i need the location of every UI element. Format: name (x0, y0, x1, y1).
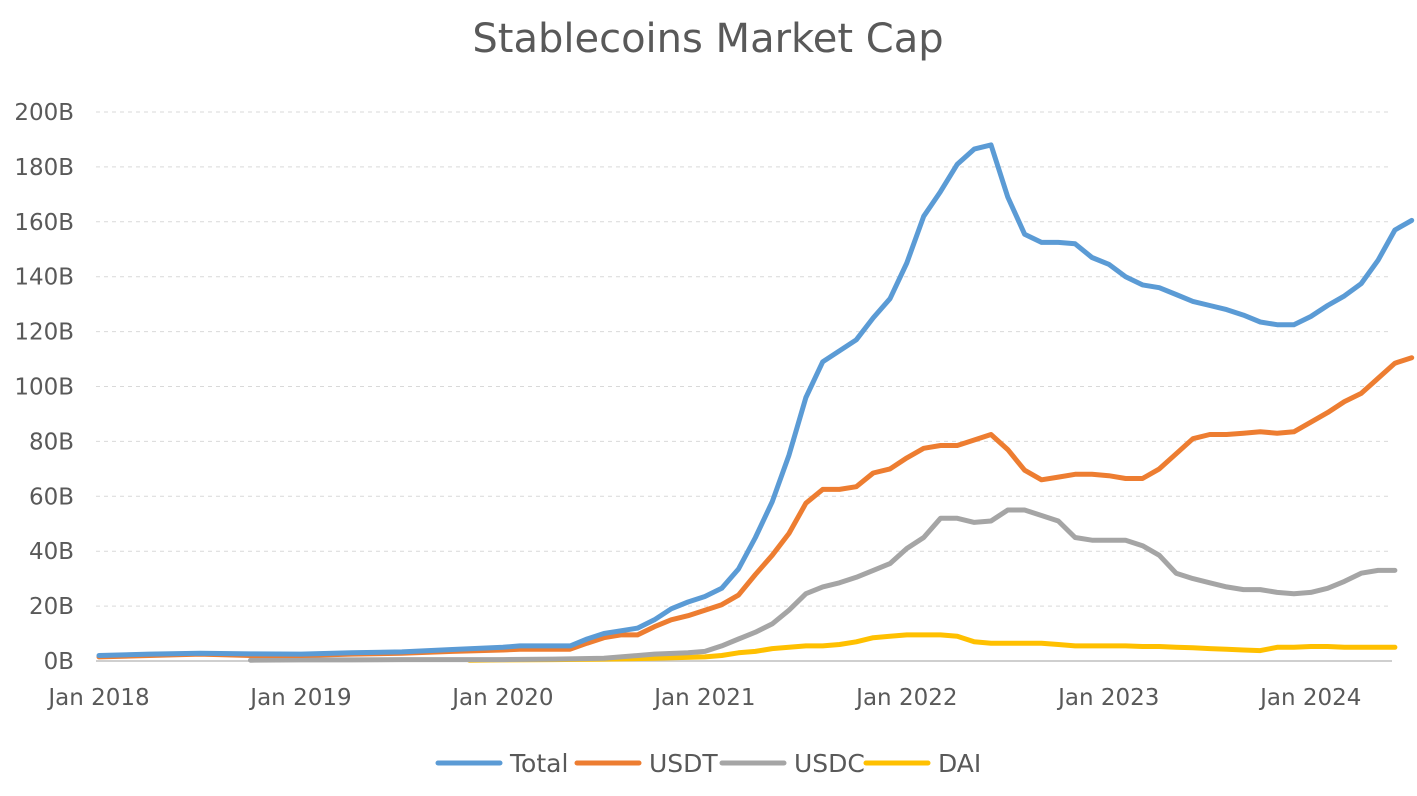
series-lines (96, 142, 1415, 663)
legend-item-usdc: USDC (719, 749, 865, 778)
x-tick-label: Jan 2021 (652, 685, 755, 711)
x-axis-ticks: Jan 2018 Jan 2019 Jan 2020 Jan 2021 Jan 2022… (46, 685, 1361, 711)
series-line-usdt (96, 355, 1415, 660)
y-tick-label: 160B (14, 210, 74, 236)
y-tick-label: 60B (29, 484, 74, 510)
legend-label: DAI (938, 749, 981, 778)
legend-item-total: Total (435, 749, 568, 778)
x-tick-label: Jan 2022 (854, 685, 957, 711)
y-tick-label: 40B (29, 539, 74, 565)
chart-title: Stablecoins Market Cap (472, 16, 943, 62)
y-tick-label: 180B (14, 155, 74, 181)
x-tick-label: Jan 2023 (1056, 685, 1159, 711)
series-line-total (96, 142, 1415, 658)
y-tick-label: 120B (14, 320, 74, 346)
x-tick-label: Jan 2018 (46, 685, 149, 711)
y-tick-label: 80B (29, 429, 74, 455)
legend-label: USDT (649, 749, 718, 778)
y-tick-label: 100B (14, 375, 74, 401)
legend: Total USDT USDC DAI (435, 749, 981, 778)
y-tick-label: 200B (14, 100, 74, 126)
y-tick-label: 0B (44, 649, 74, 675)
x-tick-label: Jan 2024 (1258, 685, 1361, 711)
legend-label: Total (509, 749, 568, 778)
y-tick-label: 20B (29, 594, 74, 620)
x-tick-label: Jan 2020 (450, 685, 553, 711)
series-line-usdc (248, 507, 1398, 663)
legend-item-dai: DAI (863, 749, 981, 778)
x-tick-label: Jan 2019 (248, 685, 351, 711)
legend-item-usdt: USDT (574, 749, 718, 778)
series-line-dai (466, 632, 1398, 663)
y-axis-ticks: 0B 20B 40B 60B 80B 100B 120B 140B 160B 180B 200B (14, 100, 74, 675)
y-tick-label: 140B (14, 265, 74, 291)
legend-label: USDC (794, 749, 865, 778)
